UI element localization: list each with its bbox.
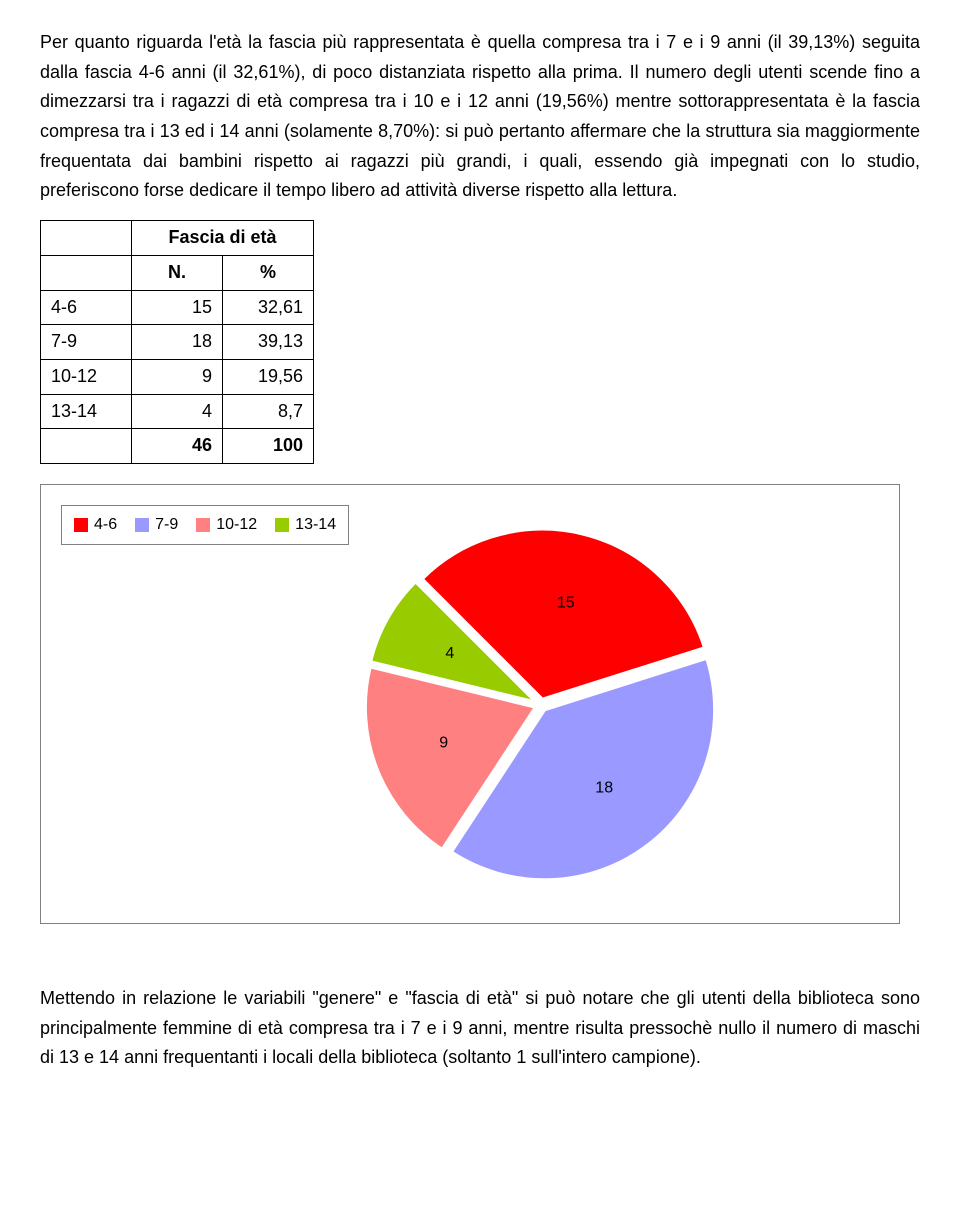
svg-text:4: 4	[445, 645, 454, 662]
legend-swatch	[135, 518, 149, 532]
legend-swatch	[74, 518, 88, 532]
table-row: 4-6 15 32,61	[41, 290, 314, 325]
table-title: Fascia di età	[132, 221, 314, 256]
legend-label: 10-12	[216, 512, 257, 538]
pie-chart-container: 4-6 7-9 10-12 13-14 15 18 9 4	[40, 484, 900, 924]
svg-text:18: 18	[595, 780, 613, 797]
legend-swatch	[275, 518, 289, 532]
legend-item: 13-14	[275, 512, 336, 538]
svg-text:9: 9	[439, 735, 448, 752]
legend-label: 4-6	[94, 512, 117, 538]
table-total-row: 46 100	[41, 429, 314, 464]
legend-label: 7-9	[155, 512, 178, 538]
table-row: 10-12 9 19,56	[41, 359, 314, 394]
col-n: N.	[132, 255, 223, 290]
table-row: 7-9 18 39,13	[41, 325, 314, 360]
legend-item: 10-12	[196, 512, 257, 538]
intro-paragraph: Per quanto riguarda l'età la fascia più …	[40, 28, 920, 206]
col-pct: %	[223, 255, 314, 290]
legend-item: 4-6	[74, 512, 117, 538]
table-row: 13-14 4 8,7	[41, 394, 314, 429]
chart-legend: 4-6 7-9 10-12 13-14	[61, 505, 349, 545]
closing-paragraph: Mettendo in relazione le variabili "gene…	[40, 984, 920, 1073]
pie-chart: 15 18 9 4	[351, 515, 731, 895]
legend-swatch	[196, 518, 210, 532]
svg-text:15: 15	[557, 595, 575, 612]
legend-label: 13-14	[295, 512, 336, 538]
age-table: Fascia di età N. % 4-6 15 32,61 7-9 18 3…	[40, 220, 314, 464]
legend-item: 7-9	[135, 512, 178, 538]
